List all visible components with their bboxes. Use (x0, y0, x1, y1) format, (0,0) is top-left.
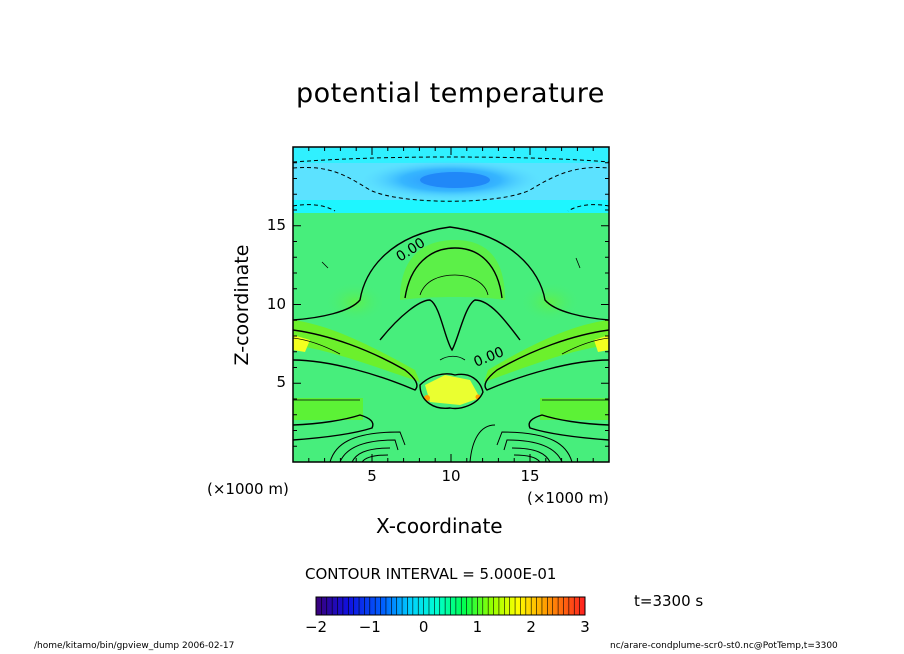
time-label: t=3300 s (634, 592, 704, 610)
contour-interval-label: CONTOUR INTERVAL = 5.000E-01 (305, 565, 557, 583)
colorbar-tick-label: −2 (304, 618, 328, 636)
ripple-right-4 (513, 454, 541, 462)
yellow-spot-right (594, 335, 609, 352)
x-axis-label: X-coordinate (376, 514, 503, 538)
warm-left (325, 280, 385, 320)
x-tick-label: 10 (441, 467, 461, 485)
warm-right (520, 280, 580, 320)
colorbar-tick-label: 3 (580, 618, 590, 636)
x-axis-unit: (×1000 m) (527, 489, 609, 507)
contour-zero-arch (379, 299, 521, 352)
ripple-left-2 (339, 439, 399, 462)
yellow-spot-left (293, 335, 310, 352)
ripple-left-1 (329, 431, 406, 462)
colorbar-tick-label: 1 (472, 618, 483, 636)
contour-lower-right (528, 414, 609, 441)
ripple-right-3 (511, 447, 551, 462)
contour-zero-outer (293, 226, 609, 321)
footer-right: nc/arare-condplume-scr0-st0.nc@PotTemp,t… (610, 641, 838, 651)
footer-left: /home/kitamo/bin/gpview_dump 2006-02-17 (34, 641, 235, 651)
ripple-center (469, 424, 496, 462)
y-tick-label: 5 (276, 373, 286, 392)
warm-band-left (293, 320, 420, 382)
contour-lower-left (293, 414, 374, 441)
colorbar-tick-label: 0 (418, 618, 429, 636)
ripple-right-1 (496, 431, 573, 462)
contour-neg-1 (293, 156, 609, 163)
x-tick-label: 15 (520, 467, 540, 485)
colorbar-tick-label: 2 (526, 618, 536, 636)
ripple-left-3 (351, 447, 391, 462)
y-axis-unit: (×1000 m) (207, 480, 289, 498)
chart-title: potential temperature (296, 78, 605, 109)
contour-thin-2 (439, 355, 466, 361)
warm-layer-right (540, 398, 609, 420)
yellow-core (425, 375, 480, 405)
contour-thin-4 (561, 337, 609, 355)
contour-thin-3 (293, 337, 341, 355)
warm-layer-left (293, 398, 363, 420)
contour-neg-3 (293, 204, 336, 212)
contour-thin-8 (575, 257, 581, 269)
ripple-left-4 (361, 454, 389, 462)
x-tick-label: 5 (367, 467, 377, 485)
contour-zero-left-loop (293, 329, 418, 391)
field-band-16 (293, 200, 609, 213)
colorbar-tick-label: −1 (358, 618, 381, 636)
contour-thin-7 (321, 261, 329, 269)
ripple-right-2 (503, 439, 563, 462)
contour-zero-right-loop (484, 329, 609, 391)
contour-neg-4 (567, 204, 609, 212)
y-tick-label: 10 (266, 294, 286, 313)
y-tick-label: 15 (266, 215, 286, 234)
cold-core-inner (420, 172, 490, 188)
contour-neg-2 (293, 166, 609, 202)
contour-dome (404, 247, 503, 299)
contour-center-core (419, 373, 484, 410)
contour-thin-1 (419, 274, 489, 296)
